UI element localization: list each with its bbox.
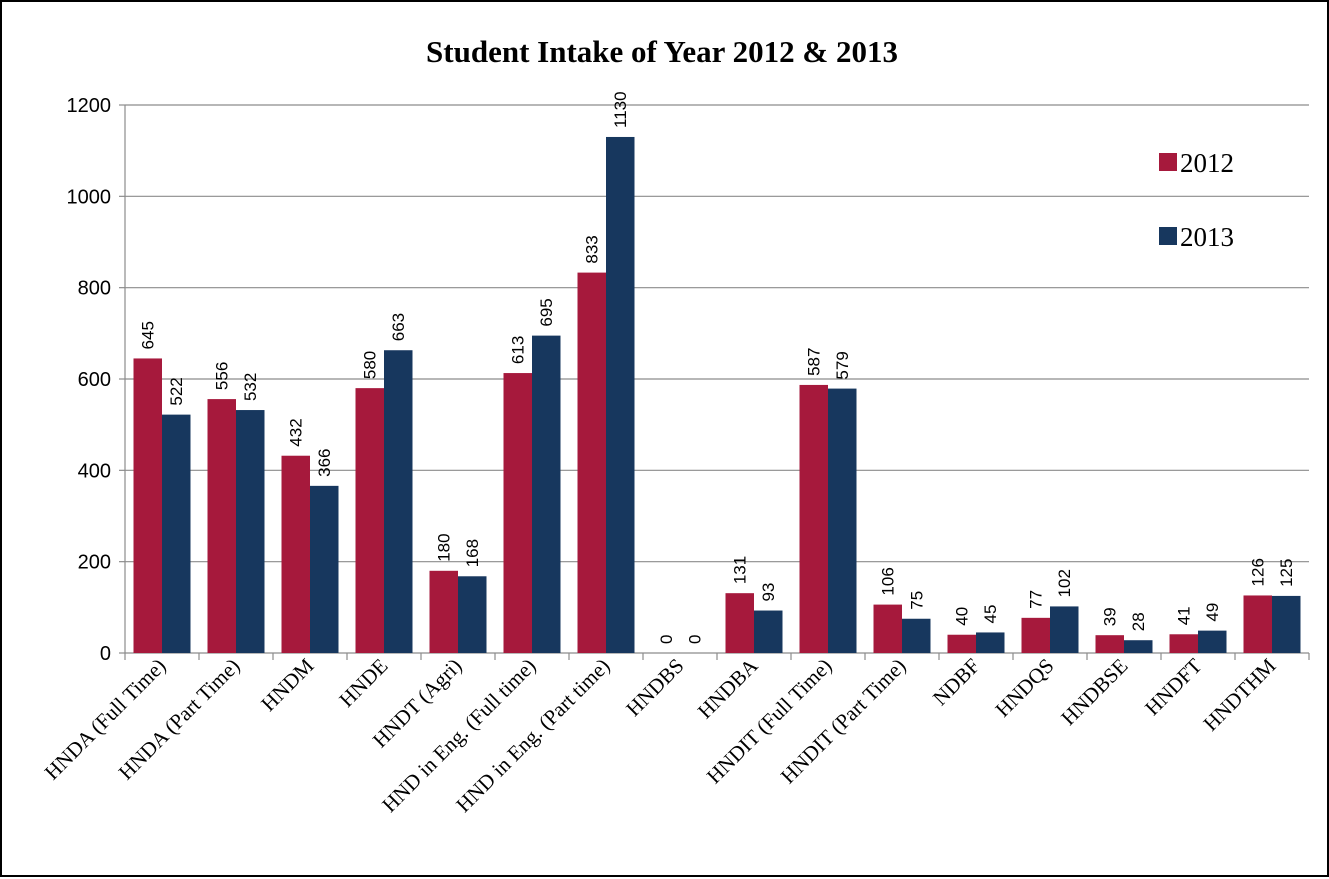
data-label: 645 — [139, 321, 158, 349]
x-tick-label: NDBF — [928, 654, 985, 711]
bar-2013-3 — [384, 350, 413, 653]
y-tick-label: 800 — [78, 278, 111, 300]
bar-2013-10 — [902, 618, 931, 653]
x-tick-label: HNDTHM — [1198, 653, 1280, 735]
bar-2012-3 — [355, 388, 384, 653]
data-label: 126 — [1249, 558, 1268, 586]
data-label: 579 — [833, 351, 852, 379]
data-label: 432 — [287, 418, 306, 446]
bar-2013-11 — [976, 632, 1005, 653]
y-tick-label: 400 — [78, 460, 111, 482]
data-label: 522 — [167, 377, 186, 405]
bar-2013-2 — [310, 485, 339, 653]
chart-title: Student Intake of Year 2012 & 2013 — [426, 34, 898, 69]
bar-2013-14 — [1198, 630, 1227, 653]
bar-2013-0 — [162, 414, 191, 653]
y-tick-label: 200 — [78, 552, 111, 574]
bar-2012-15 — [1243, 595, 1272, 653]
legend-entry-2013: 2013 — [1180, 222, 1234, 252]
bar-2013-12 — [1050, 606, 1079, 653]
bar-2012-11 — [947, 634, 976, 653]
y-tick-label: 600 — [78, 369, 111, 391]
y-tick-label: 1200 — [67, 95, 112, 117]
data-label: 580 — [361, 351, 380, 379]
x-tick-label: HNDBSE — [1056, 654, 1132, 730]
data-label: 556 — [213, 362, 232, 390]
x-tick-label: HNDIT (Part Time) — [776, 654, 911, 789]
data-label: 833 — [583, 235, 602, 263]
bars — [133, 136, 1301, 653]
data-label: 45 — [981, 605, 1000, 624]
bar-2013-9 — [828, 388, 857, 653]
x-tick-label: HNDM — [256, 653, 319, 716]
x-tick-label: HNDA (Full Time) — [40, 654, 171, 785]
y-tick-label: 1000 — [67, 186, 112, 208]
bar-2012-1 — [207, 399, 236, 653]
gridlines — [125, 104, 1309, 563]
data-label: 40 — [953, 607, 972, 626]
bar-2013-1 — [236, 410, 265, 653]
bar-2013-4 — [458, 576, 487, 653]
data-label: 39 — [1101, 607, 1120, 626]
data-label: 663 — [389, 313, 408, 341]
data-label: 93 — [759, 583, 778, 602]
bar-2012-2 — [281, 455, 310, 653]
data-label: 366 — [315, 448, 334, 476]
data-label: 49 — [1203, 603, 1222, 622]
x-tick-label: HNDBA — [693, 653, 763, 723]
bar-2012-4 — [429, 570, 458, 653]
bar-2013-13 — [1124, 640, 1153, 653]
bar-2013-5 — [532, 335, 561, 653]
data-label: 168 — [463, 539, 482, 567]
x-tick-label: HNDQS — [990, 654, 1058, 722]
x-tick-label: HNDE — [334, 654, 392, 712]
y-tick-label: 0 — [100, 643, 111, 665]
x-tick-label: HNDFT — [1140, 653, 1207, 720]
legend-swatch-2012 — [1159, 153, 1177, 171]
data-label: 77 — [1027, 590, 1046, 609]
data-label: 75 — [907, 591, 926, 610]
bar-2012-14 — [1169, 634, 1198, 653]
bar-2013-6 — [606, 136, 635, 653]
bar-2012-6 — [577, 272, 606, 653]
x-tick-label: HNDBS — [621, 654, 688, 721]
bar-2012-8 — [725, 593, 754, 653]
data-label: 587 — [805, 348, 824, 376]
data-label: 131 — [731, 556, 750, 584]
legend: 2012 2013 — [1159, 148, 1234, 252]
legend-swatch-2013 — [1159, 227, 1177, 245]
bar-2013-8 — [754, 610, 783, 653]
bar-2012-12 — [1021, 617, 1050, 653]
bar-2013-15 — [1272, 595, 1301, 653]
bar-2012-0 — [133, 358, 162, 653]
data-label: 613 — [509, 336, 528, 364]
x-tick-labels: HNDA (Full Time)HNDA (Part Time) HNDM HNDE… — [40, 653, 1281, 817]
data-label: 532 — [241, 373, 260, 401]
data-label: 180 — [435, 533, 454, 561]
data-label: 28 — [1129, 612, 1148, 631]
bar-2012-10 — [873, 604, 902, 653]
data-label: 41 — [1175, 606, 1194, 625]
legend-entry-2012: 2012 — [1180, 148, 1234, 178]
bar-2012-5 — [503, 373, 532, 653]
x-tick-label: HNDIT (Full Time) — [702, 654, 837, 789]
data-label: 102 — [1055, 569, 1074, 597]
data-label: 1130 — [611, 91, 630, 128]
bar-2012-13 — [1095, 635, 1124, 653]
data-label: 106 — [879, 567, 898, 595]
bar-2012-9 — [799, 384, 828, 653]
data-label: 0 — [657, 635, 676, 644]
data-labels: 645 522 556 532 432 366 580 663 180 168 613 695 833 1… — [139, 91, 1297, 644]
data-label: 0 — [685, 635, 704, 644]
data-label: 125 — [1277, 559, 1296, 587]
data-label: 695 — [537, 298, 556, 326]
